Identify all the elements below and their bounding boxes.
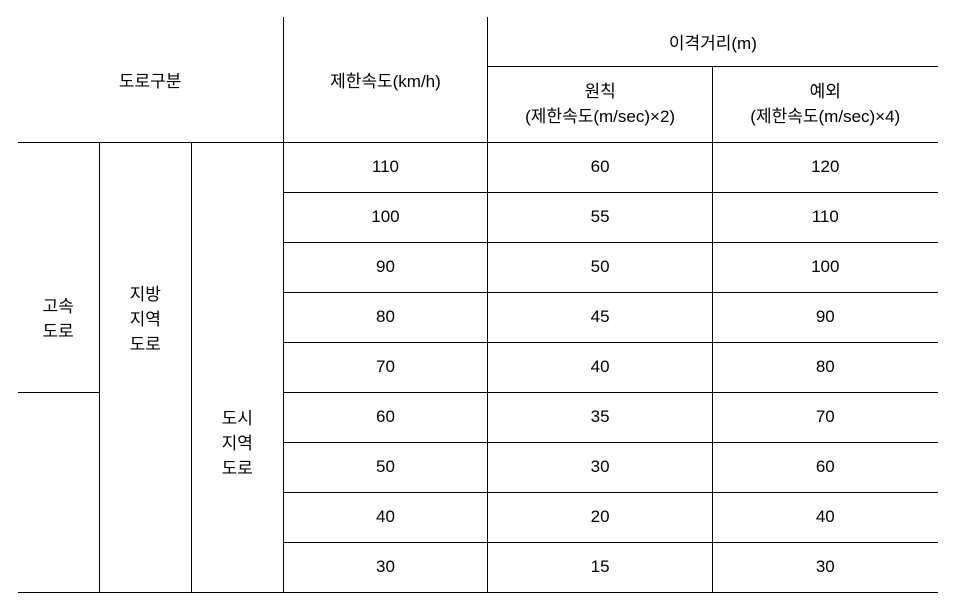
header-road-classification: 도로구분 [18,17,284,143]
header-clearance-distance: 이격거리(m) [488,17,938,67]
label-cell-empty5 [99,392,191,592]
label-urban-line2: 지역 [222,434,253,453]
cell-speed-3: 80 [283,292,487,342]
cell-exception-4: 80 [713,342,938,392]
cell-speed-7: 40 [283,492,487,542]
label-urban: 도시 지역 도로 [191,292,283,592]
cell-exception-0: 120 [713,142,938,192]
cell-principle-2: 50 [488,242,713,292]
cell-speed-5: 60 [283,392,487,442]
cell-principle-4: 40 [488,342,713,392]
label-regional: 지방 지역 도로 [99,242,191,392]
label-cell-empty3 [191,142,283,292]
cell-principle-0: 60 [488,142,713,192]
cell-principle-8: 15 [488,542,713,592]
header-exception-label: 예외 [810,82,841,101]
cell-speed-6: 50 [283,442,487,492]
cell-principle-7: 20 [488,492,713,542]
cell-speed-8: 30 [283,542,487,592]
header-principle-formula: (제한속도(m/sec)×2) [525,107,675,126]
label-cell-empty4 [18,392,100,442]
cell-exception-3: 90 [713,292,938,342]
header-speed-limit: 제한속도(km/h) [283,17,487,143]
header-exception-formula: (제한속도(m/sec)×4) [750,107,900,126]
cell-principle-3: 45 [488,292,713,342]
label-cell-empty2 [99,142,191,242]
label-regional-line3: 도로 [130,335,161,354]
header-principle-label: 원칙 [584,82,615,101]
label-regional-line2: 지역 [130,310,161,329]
cell-exception-7: 40 [713,492,938,542]
cell-exception-8: 30 [713,542,938,592]
clearance-distance-table: 도로구분 제한속도(km/h) 이격거리(m) 원칙 (제한속도(m/sec)×… [18,17,938,593]
cell-exception-6: 60 [713,442,938,492]
table-container: 도로구분 제한속도(km/h) 이격거리(m) 원칙 (제한속도(m/sec)×… [18,17,938,593]
cell-speed-4: 70 [283,342,487,392]
header-exception: 예외 (제한속도(m/sec)×4) [713,66,938,142]
cell-speed-2: 90 [283,242,487,292]
cell-principle-5: 35 [488,392,713,442]
label-cell-empty1 [18,142,100,242]
label-cell-empty6 [18,442,100,592]
label-urban-line3: 도로 [222,459,253,478]
cell-speed-1: 100 [283,192,487,242]
label-regional-line1: 지방 [130,285,161,304]
cell-exception-5: 70 [713,392,938,442]
label-highway-line2: 도로 [42,322,73,341]
cell-speed-0: 110 [283,142,487,192]
label-highway-line1: 고속 [42,297,73,316]
cell-principle-1: 55 [488,192,713,242]
header-principle: 원칙 (제한속도(m/sec)×2) [488,66,713,142]
label-urban-line1: 도시 [222,409,253,428]
cell-exception-1: 110 [713,192,938,242]
cell-principle-6: 30 [488,442,713,492]
label-highway: 고속 도로 [18,242,100,392]
cell-exception-2: 100 [713,242,938,292]
